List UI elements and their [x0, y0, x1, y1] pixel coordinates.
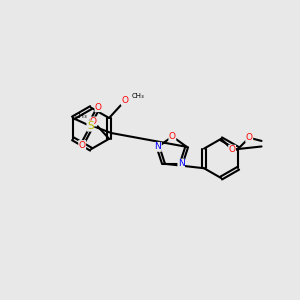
Text: O: O [122, 96, 128, 105]
Text: N: N [154, 142, 161, 152]
Text: O: O [79, 140, 86, 149]
Text: N: N [178, 159, 184, 168]
Text: O: O [95, 103, 102, 112]
Text: CH₃: CH₃ [131, 93, 144, 99]
Text: O: O [246, 133, 253, 142]
Text: CH₃: CH₃ [74, 113, 87, 119]
Text: S: S [87, 121, 94, 131]
Text: O: O [90, 117, 97, 126]
Text: O: O [169, 132, 176, 141]
Text: O: O [229, 145, 236, 154]
